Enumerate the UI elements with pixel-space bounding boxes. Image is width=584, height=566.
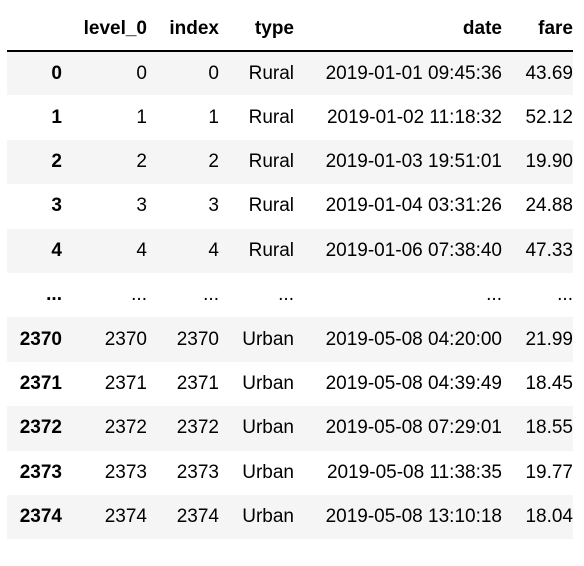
cell-fare: 43.69 [525, 62, 573, 84]
table-row: 2370 2370 2370 Urban 2019-05-08 04:20:00… [7, 317, 573, 362]
cell-fare: 18.45 [525, 372, 573, 394]
dataframe-table: level_0 index type date fare 0 0 0 Rural… [7, 7, 573, 540]
cell-level-0: 2 [136, 150, 147, 172]
cell-type: Rural [248, 239, 294, 261]
table-body: 0 0 0 Rural 2019-01-01 09:45:36 43.69 1 … [7, 51, 573, 540]
cell-type: Urban [242, 461, 294, 483]
cell-index: ... [203, 284, 219, 306]
header-index: index [147, 7, 219, 52]
cell-fare: ... [557, 284, 573, 306]
cell-index: 2370 [176, 328, 219, 350]
row-index: 0 [51, 62, 62, 84]
cell-level-0: 4 [136, 239, 147, 261]
cell-index: 0 [208, 62, 219, 84]
cell-type: Urban [242, 372, 294, 394]
row-index: 2374 [19, 506, 62, 528]
row-index: 2372 [19, 417, 62, 439]
row-index: 4 [51, 239, 62, 261]
cell-fare: 21.99 [525, 328, 573, 350]
cell-level-0: 2373 [104, 461, 147, 483]
cell-type: Rural [248, 195, 294, 217]
cell-date: 2019-01-01 09:45:36 [325, 62, 502, 84]
cell-index: 2373 [176, 461, 219, 483]
table-row-ellipsis: ... ... ... ... ... ... [7, 273, 573, 317]
table-row: 1 1 1 Rural 2019-01-02 11:18:32 52.12 [7, 95, 573, 139]
cell-type: Rural [248, 150, 294, 172]
row-index: 2 [51, 150, 62, 172]
table-row: 2374 2374 2374 Urban 2019-05-08 13:10:18… [7, 494, 573, 540]
table-row: 2372 2372 2372 Urban 2019-05-08 07:29:01… [7, 406, 573, 451]
cell-fare: 19.77 [525, 461, 573, 483]
cell-fare: 18.04 [525, 506, 573, 528]
cell-date: 2019-01-02 11:18:32 [326, 106, 502, 128]
cell-fare: 47.33 [525, 239, 573, 261]
cell-date: 2019-05-08 11:38:35 [326, 461, 502, 483]
row-index: 2373 [19, 461, 62, 483]
row-index: 1 [51, 106, 62, 128]
cell-date: 2019-01-06 07:38:40 [325, 239, 502, 261]
row-index: 2370 [19, 328, 62, 350]
row-index: ... [46, 284, 62, 306]
cell-type: Urban [242, 417, 294, 439]
cell-level-0: 2374 [104, 506, 147, 528]
table-row: 3 3 3 Rural 2019-01-04 03:31:26 24.88 [7, 184, 573, 228]
cell-date: 2019-01-03 19:51:01 [325, 150, 502, 172]
cell-level-0: 3 [136, 195, 147, 217]
table-row: 2371 2371 2371 Urban 2019-05-08 04:39:49… [7, 362, 573, 406]
cell-fare: 24.88 [525, 195, 573, 217]
row-index: 3 [51, 195, 62, 217]
header-fare: fare [502, 7, 573, 52]
cell-fare: 18.55 [525, 417, 573, 439]
table-row: 2 2 2 Rural 2019-01-03 19:51:01 19.90 [7, 139, 573, 185]
table-row: 2373 2373 2373 Urban 2019-05-08 11:38:35… [7, 451, 573, 495]
cell-date: 2019-05-08 07:29:01 [325, 417, 502, 439]
cell-type: ... [278, 284, 294, 306]
header-date: date [294, 7, 502, 52]
cell-level-0: 1 [136, 106, 147, 128]
cell-date: 2019-01-04 03:31:26 [325, 195, 502, 217]
cell-index: 3 [208, 195, 219, 217]
cell-index: 2374 [176, 506, 219, 528]
cell-index: 1 [208, 106, 219, 128]
table-header: level_0 index type date fare [7, 7, 573, 52]
table-row: 0 0 0 Rural 2019-01-01 09:45:36 43.69 [7, 51, 573, 96]
cell-level-0: 2371 [104, 372, 147, 394]
header-level-0: level_0 [62, 7, 147, 52]
cell-date: 2019-05-08 13:10:18 [325, 506, 502, 528]
cell-date: 2019-05-08 04:39:49 [325, 372, 502, 394]
cell-fare: 52.12 [525, 106, 573, 128]
cell-fare: 19.90 [525, 150, 573, 172]
cell-date: ... [486, 284, 502, 306]
cell-type: Rural [248, 106, 294, 128]
row-index: 2371 [19, 372, 62, 394]
cell-index: 2371 [176, 372, 219, 394]
cell-index: 2 [208, 150, 219, 172]
cell-type: Urban [242, 506, 294, 528]
cell-level-0: 2370 [104, 328, 147, 350]
cell-date: 2019-05-08 04:20:00 [325, 328, 502, 350]
cell-level-0: ... [131, 284, 147, 306]
cell-index: 4 [208, 239, 219, 261]
cell-level-0: 2372 [104, 417, 147, 439]
header-row: level_0 index type date fare [7, 7, 573, 52]
header-type: type [219, 7, 294, 52]
cell-level-0: 0 [136, 62, 147, 84]
cell-type: Rural [248, 62, 294, 84]
header-index-cell [7, 7, 62, 52]
cell-index: 2372 [176, 417, 219, 439]
table-row: 4 4 4 Rural 2019-01-06 07:38:40 47.33 [7, 228, 573, 273]
cell-type: Urban [242, 328, 294, 350]
